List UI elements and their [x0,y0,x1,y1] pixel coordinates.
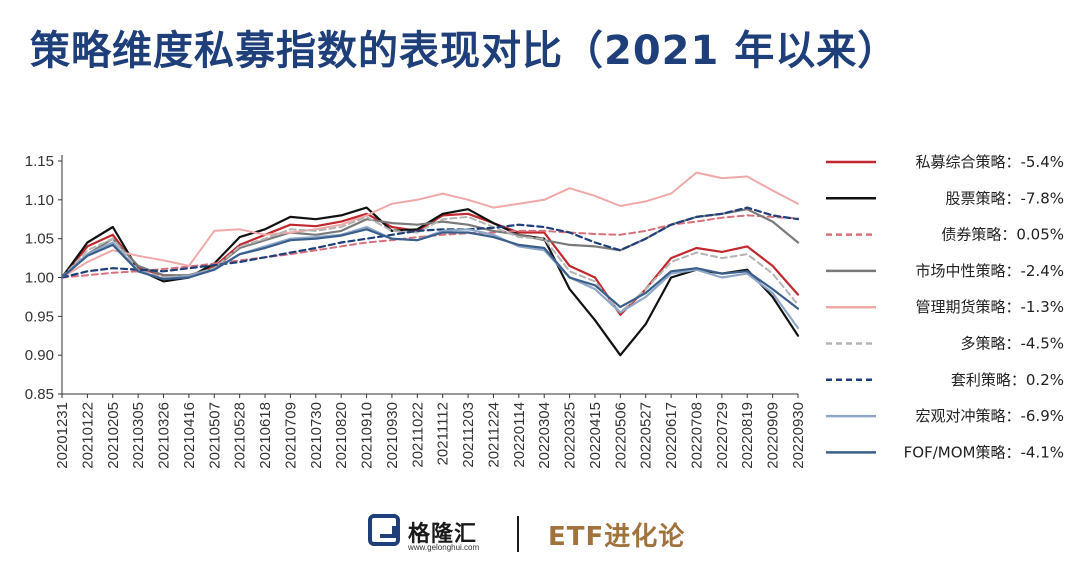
footer-divider [517,516,519,552]
x-tick-label: 20210618 [257,402,274,469]
series-line-4 [61,171,799,279]
logo-text: 格隆汇 [408,522,478,547]
x-tick-label: 20211022 [409,402,426,468]
x-tick-label: 20210930 [384,402,401,469]
logo-url: www.gelonghui.com [408,543,480,552]
footer: 格隆汇 www.gelonghui.com ETF进化论 [0,510,1080,566]
legend-label-3: 市场中性策略：-2.4% [915,262,1064,280]
y-tick-label: 1.00 [25,270,54,287]
x-tick-label: 20220304 [536,402,553,469]
x-tick-label: 20220506 [612,402,629,469]
legend-label-6: 套利策略：0.2% [951,371,1064,389]
y-tick-label: 1.15 [25,153,54,170]
legend-label-8: FOF/MOM策略：-4.1% [904,443,1064,461]
x-tick-label: 20210730 [308,402,325,469]
legend-label-2: 债券策略：0.05% [941,226,1064,244]
series-line-8 [60,228,800,310]
series-lines [60,171,800,357]
x-tick-label: 20220729 [714,402,731,469]
x-tick-label: 20220708 [688,402,705,469]
x-tick-label: 20210416 [181,402,198,469]
y-tick-label: 0.90 [25,347,54,364]
series-line-0 [60,212,800,316]
x-tick-label: 20210709 [282,402,299,469]
x-tick-label: 20220415 [587,402,604,469]
x-tick-label: 20220930 [790,402,807,469]
x-tick-label: 20211203 [460,402,477,468]
x-tick-label: 20220114 [511,402,528,468]
legend-label-0: 私募综合策略：-5.4% [915,153,1064,171]
x-tick-label: 20210326 [156,402,173,469]
x-tick-label: 20210528 [232,402,249,469]
x-tick-label: 20210820 [333,402,350,469]
y-tick-label: 1.10 [25,192,54,209]
series-line-6 [60,206,800,279]
x-tick-label: 20211112 [435,402,452,465]
x-tick-label: 20220325 [562,402,579,469]
brand-text: ETF进化论 [548,522,686,552]
x-tick-label: 20201231 [54,402,71,469]
x-tick-label: 20210122 [79,402,96,469]
x-tick-label: 20220527 [638,402,655,469]
x-tick-label: 20210507 [206,402,223,469]
legend-label-5: 多策略：-4.5% [960,335,1064,353]
y-tick-label: 1.05 [25,231,54,248]
x-tick-label: 20220909 [765,402,782,469]
chart-legend: 私募综合策略：-5.4% 股票策略：-7.8% 债券策略：0.05% 市场中性策略：-… [826,153,1064,461]
x-tick-label: 20220617 [663,402,680,469]
x-tick-label: 20210910 [359,402,376,469]
chart-title: 策略维度私募指数的表现对比（2021 年以来） [30,28,899,74]
legend-label-7: 宏观对冲策略：-6.9% [915,407,1064,425]
x-tick-label: 20210305 [130,402,147,469]
y-tick-label: 0.95 [25,308,54,325]
gelonghui-logo-icon [368,514,400,546]
x-tick-label: 20210205 [105,402,122,469]
y-tick-label: 0.85 [25,386,54,403]
series-line-5 [61,215,799,314]
x-tick-label: 20220819 [739,402,756,469]
legend-label-4: 管理期货策略：-1.3% [915,298,1064,316]
legend-label-1: 股票策略：-7.8% [945,189,1064,207]
x-tick-label: 20211224 [485,402,502,468]
